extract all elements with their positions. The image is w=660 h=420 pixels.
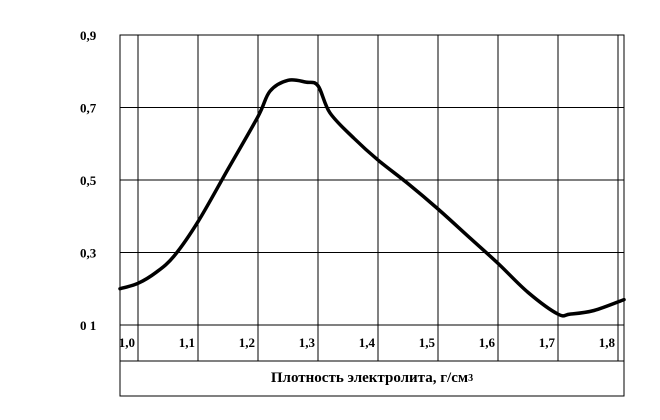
y-tick-label: 0,5 xyxy=(80,173,97,188)
x-tick-label: 1,8 xyxy=(599,335,616,350)
x-tick-label: 1,7 xyxy=(539,335,556,350)
x-tick-label: 1,4 xyxy=(359,335,376,350)
x-tick-label: 1,5 xyxy=(419,335,436,350)
y-tick-label: 0,3 xyxy=(80,246,97,261)
x-tick-label: 1,3 xyxy=(299,335,316,350)
x-axis-title-superscript: 3 xyxy=(468,373,474,384)
y-tick-label: 0,9 xyxy=(80,28,97,43)
y-tick-label: 0,7 xyxy=(80,101,97,116)
x-tick-label: 1,1 xyxy=(179,335,195,350)
x-tick-label: 1,0 xyxy=(119,335,135,350)
x-axis-title: Плотность электролита, г/см 3 xyxy=(120,361,624,396)
grid-lines xyxy=(119,34,625,397)
tick-labels: 1,0 1,1 1,2 1,3 1,4 1,5 1,6 1,7 1,8 0 1 0,3 0,5 0,7 0… xyxy=(80,28,616,350)
x-tick-label: 1,6 xyxy=(479,335,496,350)
x-tick-label: 1,2 xyxy=(239,335,255,350)
series-line xyxy=(118,78,626,318)
y-tick-label: 0 1 xyxy=(80,318,96,333)
series-group xyxy=(118,78,626,318)
x-axis-title-text: Плотность электролита, г/см xyxy=(270,370,469,386)
